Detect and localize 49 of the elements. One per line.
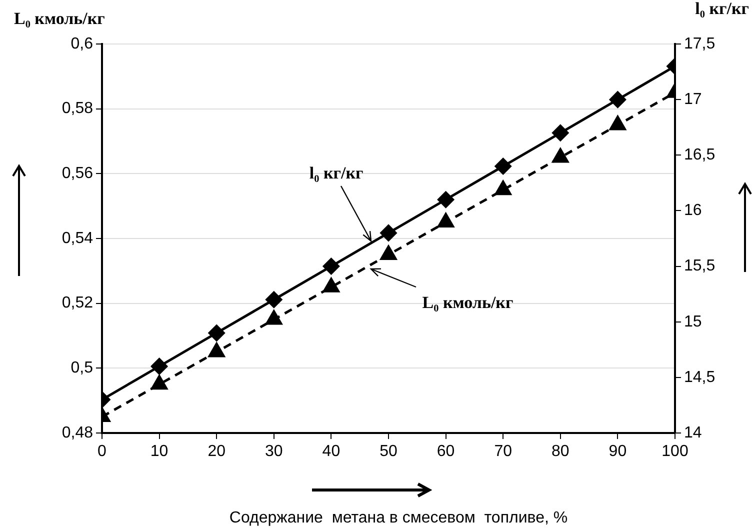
x-tick-label: 60 (436, 443, 455, 460)
y2-tick-label: 14,5 (684, 368, 716, 386)
y2-tick-label: 17,5 (684, 35, 716, 52)
x-tick-label: 80 (552, 443, 570, 460)
point (322, 258, 340, 275)
text: L₀ кмоль/кг (422, 292, 514, 312)
x-tick-label: 40 (322, 443, 340, 460)
point (609, 91, 626, 108)
x-tick-label: 70 (494, 443, 512, 460)
point (380, 245, 397, 260)
y-tick-label: 0,54 (62, 230, 94, 247)
y-tick-label: 0,6 (70, 35, 94, 52)
point (438, 191, 454, 208)
x-tick-label: 20 (208, 443, 226, 460)
y-tick-label: 0,58 (62, 100, 94, 118)
y-tick-label: 0,48 (62, 424, 94, 442)
point (266, 310, 282, 325)
x-axis-title: Содержание метана в смесевом топливе, % (229, 509, 568, 526)
x-tick-label: 0 (98, 443, 107, 460)
y2-tick-label: 17 (684, 90, 702, 108)
y2-axis-title: l₀ кг/кг (695, 0, 750, 18)
x-tick-label: 90 (608, 443, 627, 460)
point (380, 224, 397, 242)
y2-tick-label: 16 (684, 202, 702, 220)
y2-tick-label: 15 (684, 313, 702, 330)
y2-tick-label: 15,5 (684, 258, 716, 275)
point (208, 342, 225, 358)
y-tick-label: 0,52 (62, 294, 94, 312)
point (494, 180, 512, 196)
x-tick-label: 50 (380, 443, 398, 460)
point (151, 358, 168, 375)
point (552, 124, 569, 142)
point (438, 213, 454, 228)
y2-tick-label: 14 (684, 424, 702, 442)
x-tick-label: 10 (150, 443, 168, 460)
x-tick-label: 100 (662, 443, 688, 460)
point (266, 291, 282, 308)
point (323, 278, 340, 292)
text: l₀ кг/кг (309, 163, 364, 182)
y2-tick-label: 16,5 (684, 146, 716, 164)
y-tick-label: 0,5 (70, 360, 94, 377)
point (151, 375, 168, 390)
point (552, 148, 569, 163)
x-tick-label: 30 (265, 443, 283, 460)
y-tick-label: 0,56 (62, 165, 94, 182)
point (610, 116, 626, 130)
y-axis-title: L₀ кмоль/кг (14, 8, 106, 28)
point (208, 324, 225, 342)
point (494, 158, 512, 175)
